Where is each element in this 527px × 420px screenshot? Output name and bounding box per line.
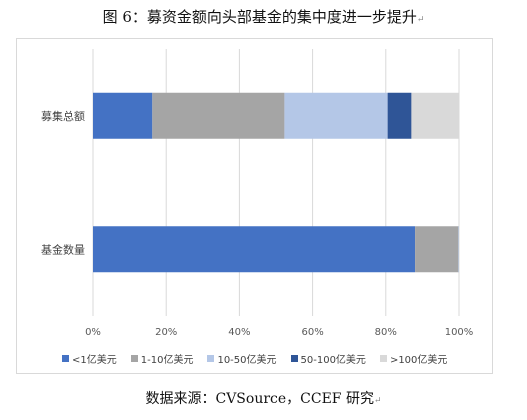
chart-area: 0% 20% 40% 60% 80% 100% 募集总额基金数量 bbox=[16, 38, 493, 374]
legend-label: <1亿美元 bbox=[72, 354, 117, 366]
x-tick-label: 20% bbox=[155, 327, 177, 338]
bar-segment bbox=[415, 226, 459, 273]
legend-label: 50-100亿美元 bbox=[300, 354, 366, 366]
legend-item: 10-50亿美元 bbox=[207, 351, 277, 366]
legend-item: 1-10亿美元 bbox=[130, 351, 194, 366]
paragraph-mark-icon: ↵ bbox=[416, 15, 425, 25]
legend-label: >100亿美元 bbox=[389, 354, 448, 366]
legend-swatch bbox=[130, 354, 138, 362]
bar-segment bbox=[93, 226, 416, 273]
x-tick-label: 60% bbox=[301, 327, 323, 338]
legend-item: >100亿美元 bbox=[379, 351, 448, 366]
legend-label: 10-50亿美元 bbox=[217, 354, 277, 366]
x-tick-label: 0% bbox=[85, 327, 101, 338]
paragraph-mark-icon: ↵ bbox=[373, 396, 382, 406]
bar-segment bbox=[284, 92, 388, 139]
legend-item: 50-100亿美元 bbox=[290, 351, 366, 366]
category-label: 募集总额 bbox=[41, 109, 85, 123]
bar-segment bbox=[411, 92, 459, 139]
figure-source: 数据来源：CVSource，CCEF 研究↵ bbox=[145, 391, 382, 407]
figure-title: 图 6：募资金额向头部基金的集中度进一步提升↵ bbox=[102, 8, 425, 26]
x-tick-label: 80% bbox=[375, 327, 397, 338]
legend-swatch bbox=[290, 354, 298, 362]
x-tick-label: 100% bbox=[445, 327, 474, 338]
chart-legend: <1亿美元 1-10亿美元 10-50亿美元 50-100亿美元 >100亿美元 bbox=[62, 350, 447, 366]
legend-swatch bbox=[62, 354, 69, 362]
bar-segment bbox=[387, 92, 412, 139]
bar-segment bbox=[152, 92, 285, 139]
legend-swatch bbox=[207, 354, 215, 362]
category-label: 基金数量 bbox=[41, 242, 85, 256]
legend-label: 1-10亿美元 bbox=[140, 354, 194, 366]
bar-segment bbox=[93, 92, 153, 139]
legend-item: <1亿美元 bbox=[62, 351, 117, 366]
x-tick-label: 40% bbox=[228, 327, 250, 338]
legend-swatch bbox=[379, 354, 387, 362]
